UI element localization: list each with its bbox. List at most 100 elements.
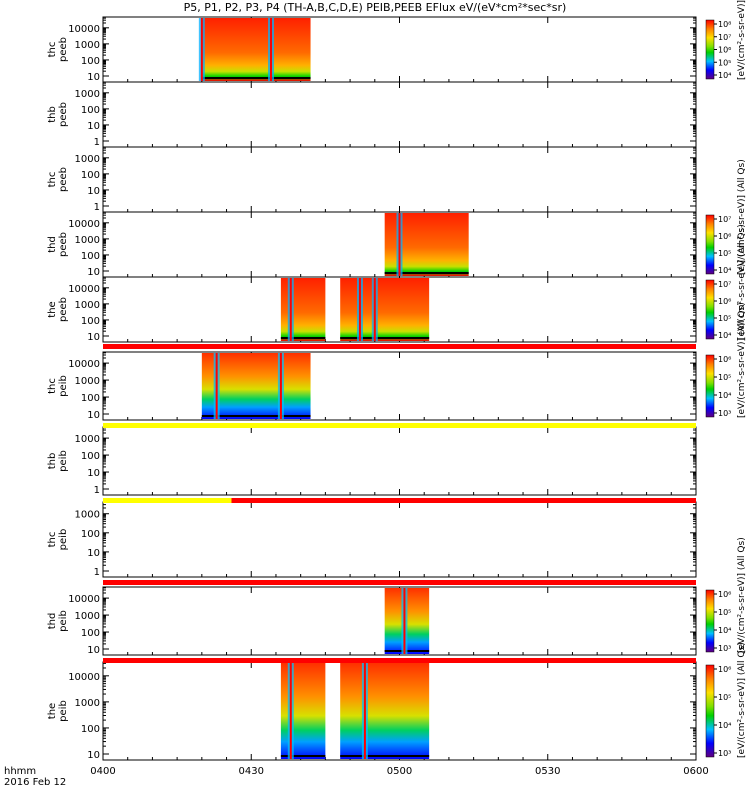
quality-flag-red	[103, 344, 696, 349]
y-tick-label: 1	[94, 567, 100, 578]
y-tick-label: 1000	[75, 40, 100, 51]
y-tick-label: 100	[81, 529, 100, 540]
panel-label-line: thd	[47, 613, 58, 630]
x-tick-label: 0600	[683, 766, 708, 777]
quality-flag-red	[103, 580, 696, 585]
panel-frame-thb-peeb	[102, 81, 697, 148]
energy-peak-line	[289, 278, 292, 341]
colorbar-label: [eV/(cm²-s-sr-eV)] (All Qs)	[737, 302, 747, 418]
colorbar-tick-label: 10⁶	[718, 297, 731, 306]
quality-flag-red	[103, 658, 696, 663]
panel-label-line: thc	[47, 172, 58, 188]
colorbar-label: [eV/(cm²-s-sr-eV)] (All Qs)	[737, 642, 747, 758]
spectrogram-block	[280, 278, 326, 341]
y-tick-label: 100	[81, 393, 100, 404]
y-tick-label: 10	[87, 72, 100, 83]
y-tick-label: 10000	[68, 594, 100, 605]
colorbar-tick-label: 10⁷	[718, 33, 731, 42]
spectrogram-block	[280, 663, 326, 759]
y-tick-label: 100	[81, 105, 100, 116]
plot-title: P5, P1, P2, P3, P4 (TH-A,B,C,D,E) PEIB,P…	[183, 1, 567, 14]
panel-label-line: thd	[47, 236, 58, 253]
y-tick-label: 1000	[75, 611, 100, 622]
y-tick-label: 1000	[75, 89, 100, 100]
footer-time-label: hhmm	[4, 766, 37, 777]
panel-label-line: the	[47, 703, 58, 719]
y-tick-label: 1000	[75, 376, 100, 387]
energy-peak-line	[363, 663, 366, 759]
colorbar-label: [eV/(cm²-s-sr-eV)] (All Qs)	[737, 224, 747, 340]
colorbar-tick-label: 10⁴	[718, 331, 731, 340]
y-tick-label: 10	[87, 267, 100, 278]
y-tick-label: 10	[87, 548, 100, 559]
y-tick-label: 100	[81, 316, 100, 327]
energy-peak-line	[270, 18, 273, 81]
colorbar-thd-peeb	[705, 214, 715, 275]
panel-label-line: peeb	[58, 37, 69, 62]
panel-label-thc-peib-2: thc peib	[47, 529, 69, 551]
y-tick-label: 10	[87, 332, 100, 343]
y-tick-label: 100	[81, 251, 100, 262]
spectrogram-block	[340, 663, 430, 759]
panel-frame-thc-peeb	[102, 16, 697, 83]
y-tick-label: 10000	[68, 219, 100, 230]
y-tick-label: 1000	[75, 300, 100, 311]
colorbar-tick-label: 10⁵	[718, 314, 731, 323]
colorbar-tick-label: 10⁶	[718, 665, 731, 674]
colorbar-tick-label: 10⁷	[718, 280, 731, 289]
y-tick-label: 1000	[75, 154, 100, 165]
energy-peak-line	[373, 278, 376, 341]
panel-label-line: thb	[47, 453, 58, 470]
energy-peak-line	[403, 588, 406, 654]
colorbar-tick-label: 10⁵	[718, 373, 731, 382]
colorbar-tick-label: 10⁶	[718, 46, 731, 55]
y-tick-label: 10	[87, 468, 100, 479]
panel-label-the-peib: the peib	[47, 700, 69, 722]
y-tick-label: 1	[94, 485, 100, 496]
y-tick-label: 100	[81, 724, 100, 735]
y-tick-label: 10	[87, 186, 100, 197]
colorbar-tick-label: 10⁵	[718, 249, 731, 258]
y-tick-label: 10	[87, 410, 100, 421]
y-tick-label: 10000	[68, 672, 100, 683]
y-tick-label: 10000	[68, 359, 100, 370]
quality-flag-yellow	[103, 498, 232, 503]
y-tick-label: 10	[87, 121, 100, 132]
y-tick-label: 1000	[75, 434, 100, 445]
colorbar-tick-label: 10⁵	[718, 58, 731, 67]
quality-flag-yellow	[103, 423, 696, 428]
x-tick-label: 0430	[239, 766, 264, 777]
footer-date: 2016 Feb 12	[4, 777, 67, 788]
y-tick-label: 100	[81, 170, 100, 181]
panel-label-line: peeb	[58, 297, 69, 322]
panel-frame-thc-peeb-2	[102, 146, 697, 213]
panel-frame-thc-peib	[102, 351, 697, 421]
panel-label-thd-peeb: thd peeb	[47, 232, 69, 257]
panel-label-line: peeb	[58, 102, 69, 127]
y-tick-label: 10	[87, 645, 100, 656]
colorbar-tick-label: 10⁴	[718, 266, 731, 275]
y-tick-label: 10000	[68, 284, 100, 295]
colorbar-tick-label: 10⁸	[718, 20, 731, 29]
panel-label-line: peib	[58, 700, 69, 722]
colorbar-thc-peib	[705, 354, 715, 418]
colorbar-label: [eV/(cm²-s-sr-eV)] (All Qs)	[737, 159, 747, 275]
energy-peak-line	[215, 353, 218, 419]
colorbar-tick-label: 10³	[718, 749, 731, 758]
colorbar-tick-label: 10³	[718, 644, 731, 653]
x-tick-label: 0530	[535, 766, 560, 777]
colorbar-tick-label: 10⁵	[718, 608, 731, 617]
panel-label-line: peib	[58, 529, 69, 551]
panel-label-thb-peeb: thb peeb	[47, 102, 69, 127]
panel-label-thd-peib: thd peib	[47, 610, 69, 632]
x-tick-label: 0500	[387, 766, 412, 777]
panel-label-line: peeb	[58, 232, 69, 257]
quality-flag-red	[231, 498, 696, 503]
y-tick-label: 10	[87, 750, 100, 761]
panel-label-line: peeb	[58, 167, 69, 192]
y-tick-label: 100	[81, 451, 100, 462]
colorbar-tick-label: 10³	[718, 409, 731, 418]
energy-peak-line	[279, 353, 282, 419]
colorbar-label: [eV/(cm²-s-sr-eV)] (All Qs)	[737, 537, 747, 653]
panel-label-thc-peib: thc peib	[47, 375, 69, 397]
